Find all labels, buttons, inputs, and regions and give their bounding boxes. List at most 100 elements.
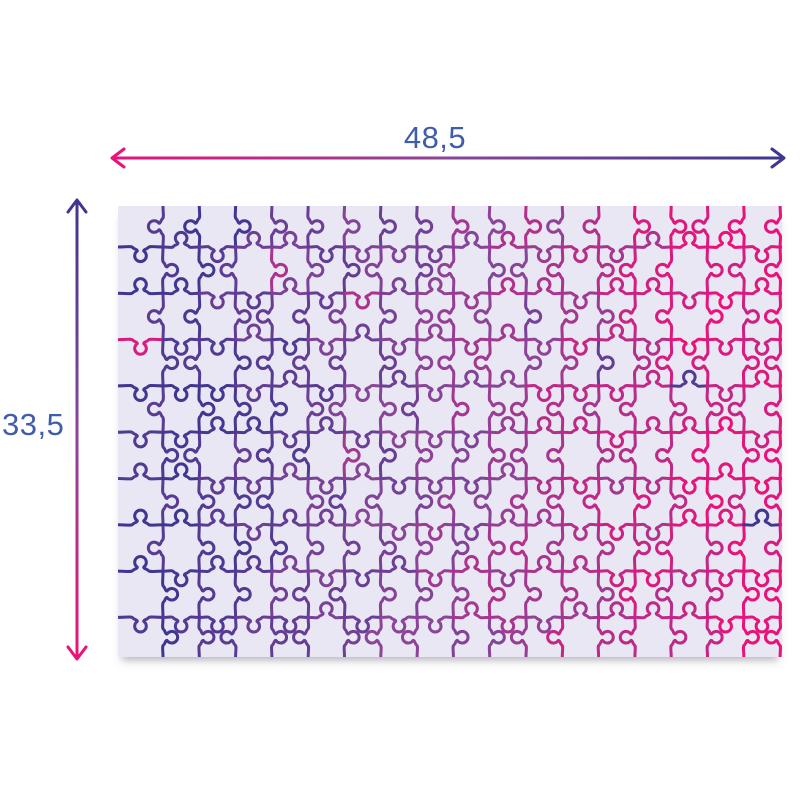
puzzle-piece-edge	[764, 523, 782, 573]
puzzle-piece-edge	[270, 615, 310, 634]
puzzle-piece-edge	[378, 430, 397, 480]
puzzle-piece-edge	[292, 291, 311, 342]
puzzle-piece-edge	[546, 206, 565, 249]
puzzle-piece-edge	[546, 615, 565, 657]
puzzle-piece-edge	[488, 230, 528, 249]
puzzle-piece-edge	[488, 508, 528, 527]
puzzle-piece-edge	[197, 245, 238, 264]
puzzle-piece-edge	[415, 522, 455, 541]
puzzle-piece-edge	[560, 245, 601, 264]
puzzle-piece-edge	[596, 291, 615, 342]
puzzle-piece-edge	[328, 291, 347, 342]
puzzle-piece-edge	[197, 555, 238, 573]
puzzle-piece-edge	[233, 206, 252, 249]
puzzle-piece-edge	[161, 615, 201, 634]
puzzle-piece-edge	[669, 230, 710, 249]
puzzle-piece-edge	[655, 523, 674, 573]
puzzle-piece-edge	[378, 206, 397, 249]
puzzle-piece-edge	[524, 508, 564, 527]
puzzle-piece-edge	[401, 384, 419, 434]
puzzle-piece-edge	[161, 277, 201, 296]
puzzle-piece-edge	[161, 230, 201, 249]
puzzle-piece-edge	[379, 476, 419, 495]
puzzle-piece-edge	[437, 477, 456, 527]
puzzle-piece-edge	[691, 430, 710, 480]
puzzle-grid-svg	[118, 206, 782, 657]
puzzle-piece-edge	[270, 206, 288, 249]
puzzle-piece-edge	[742, 277, 782, 296]
puzzle-piece-edge	[742, 569, 782, 588]
puzzle-piece-edge	[633, 523, 651, 573]
puzzle-piece-edge	[764, 430, 782, 480]
puzzle-piece-edge	[306, 601, 346, 620]
puzzle-board	[118, 206, 782, 657]
puzzle-piece-edge	[255, 291, 274, 342]
puzzle-piece-edge	[705, 384, 724, 434]
puzzle-piece-edge	[597, 384, 637, 402]
puzzle-piece-edge	[727, 245, 746, 295]
puzzle-piece-edge	[306, 384, 346, 402]
puzzle-piece-edge	[415, 323, 455, 342]
puzzle-piece-edge	[270, 569, 288, 619]
puzzle-piece-edge	[742, 430, 782, 449]
puzzle-piece-edge	[451, 476, 492, 495]
puzzle-piece-edge	[655, 430, 674, 480]
puzzle-piece-edge	[292, 569, 311, 619]
puzzle-piece-edge	[197, 291, 238, 310]
puzzle-piece-edge	[415, 476, 455, 495]
puzzle-piece-edge	[415, 477, 434, 527]
puzzle-piece-edge	[597, 277, 637, 296]
puzzle-piece-edge	[342, 615, 361, 657]
puzzle-piece-edge	[618, 430, 637, 480]
puzzle-piece-edge	[415, 569, 434, 619]
puzzle-piece-edge	[118, 508, 165, 527]
puzzle-piece-edge	[669, 369, 710, 388]
puzzle-piece-edge	[306, 206, 325, 249]
puzzle-piece-edge	[415, 291, 434, 342]
puzzle-piece-edge	[705, 523, 724, 573]
puzzle-piece-edge	[706, 291, 746, 310]
puzzle-piece-edge	[270, 508, 310, 527]
puzzle-piece-edge	[343, 508, 383, 527]
puzzle-piece-edge	[451, 522, 492, 541]
puzzle-piece-edge	[524, 476, 564, 495]
puzzle-piece-edge	[764, 615, 782, 657]
puzzle-piece-edge	[219, 615, 238, 657]
puzzle-piece-edge	[197, 523, 216, 573]
puzzle-piece-edge	[524, 615, 564, 634]
puzzle-piece-edge	[706, 615, 746, 634]
puzzle-piece-edge	[342, 206, 361, 249]
puzzle-piece-edge	[560, 522, 601, 541]
puzzle-piece-edge	[161, 430, 201, 449]
puzzle-piece-edge	[183, 206, 202, 249]
puzzle-piece-edge	[741, 569, 760, 619]
puzzle-piece-edge	[197, 508, 238, 527]
puzzle-piece-edge	[437, 291, 456, 342]
puzzle-piece-edge	[596, 615, 615, 657]
puzzle-piece-edge	[597, 430, 637, 449]
puzzle-piece-edge	[596, 523, 615, 573]
puzzle-piece-edge	[633, 569, 673, 588]
puzzle-piece-edge	[705, 477, 724, 527]
puzzle-piece-edge	[292, 338, 311, 388]
puzzle-piece-edge	[197, 615, 216, 657]
puzzle-piece-edge	[669, 291, 710, 310]
puzzle-piece-edge	[183, 430, 202, 480]
puzzle-piece-edge	[233, 384, 252, 434]
puzzle-piece-edge	[379, 337, 419, 356]
puzzle-piece-edge	[233, 291, 252, 342]
puzzle-piece-edge	[118, 337, 165, 356]
puzzle-piece-edge	[197, 337, 238, 356]
puzzle-piece-edge	[415, 206, 434, 249]
puzzle-piece-edge	[524, 569, 543, 619]
puzzle-piece-edge	[306, 337, 346, 356]
puzzle-piece-edge	[741, 615, 760, 657]
puzzle-piece-edge	[234, 615, 274, 634]
puzzle-piece-edge	[596, 338, 615, 388]
puzzle-piece-edge	[118, 245, 165, 264]
puzzle-piece-edge	[582, 206, 601, 249]
puzzle-piece-edge	[596, 569, 615, 619]
puzzle-piece-edge	[270, 245, 288, 295]
puzzle-piece-edge	[270, 277, 310, 296]
